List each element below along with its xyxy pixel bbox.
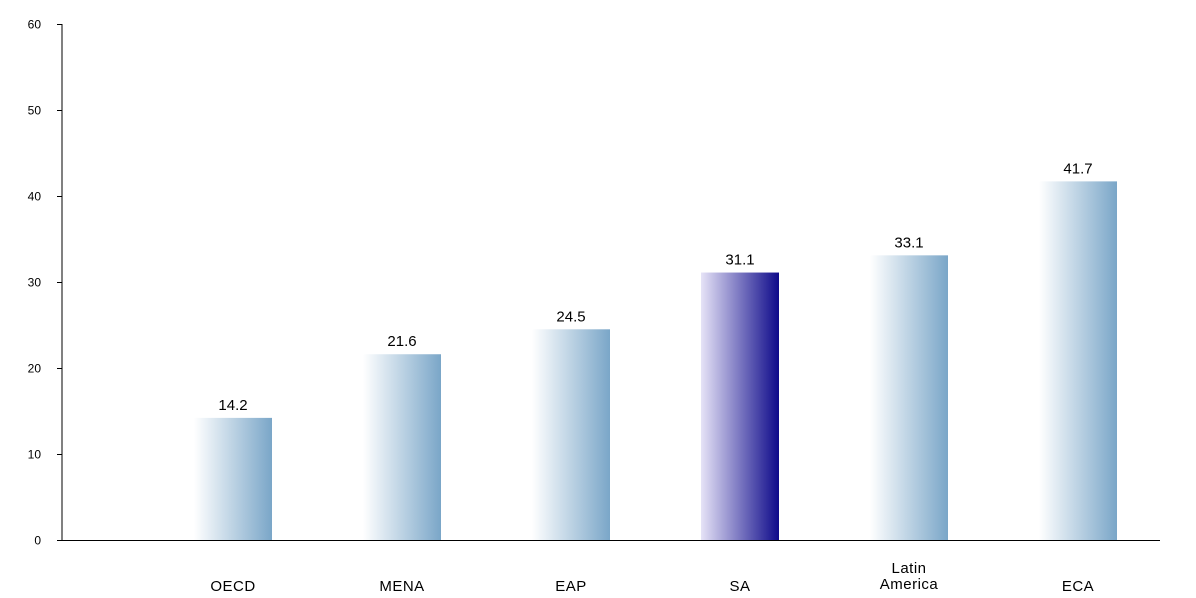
- y-tick-label: 10: [28, 448, 42, 462]
- bar-mena: [363, 354, 441, 540]
- y-tick-label: 20: [28, 362, 42, 376]
- x-axis: OECD MENA EAP SA Latin America ECA: [62, 540, 1160, 595]
- x-tick-label: MENA: [379, 578, 424, 595]
- data-label: 41.7: [1063, 160, 1092, 177]
- y-tick-label: 30: [28, 276, 42, 290]
- bars: 14.2 21.6 24.5 31.1 33.1 41.7: [194, 160, 1117, 540]
- x-tick-label: OECD: [210, 578, 255, 595]
- bar-latin-america: [870, 255, 948, 540]
- x-tick-label: ECA: [1062, 578, 1094, 595]
- y-axis: 0 10 20 30 40 50 60: [28, 18, 63, 548]
- bar-eap: [532, 329, 610, 540]
- bar-sa: [701, 272, 779, 540]
- x-tick-label: Latin America: [880, 560, 939, 593]
- x-tick-label: SA: [729, 578, 750, 595]
- data-label: 21.6: [387, 333, 416, 350]
- data-label: 33.1: [894, 234, 923, 251]
- y-tick-label: 40: [28, 190, 42, 204]
- bar-oecd: [194, 417, 272, 540]
- y-tick-label: 0: [34, 534, 41, 548]
- data-label: 31.1: [725, 252, 754, 269]
- data-label: 24.5: [556, 308, 585, 325]
- y-tick-label: 50: [28, 104, 42, 118]
- y-tick-label: 60: [28, 18, 42, 32]
- data-label: 14.2: [218, 397, 247, 414]
- bar-eca: [1039, 181, 1117, 540]
- x-tick-label: EAP: [555, 578, 587, 595]
